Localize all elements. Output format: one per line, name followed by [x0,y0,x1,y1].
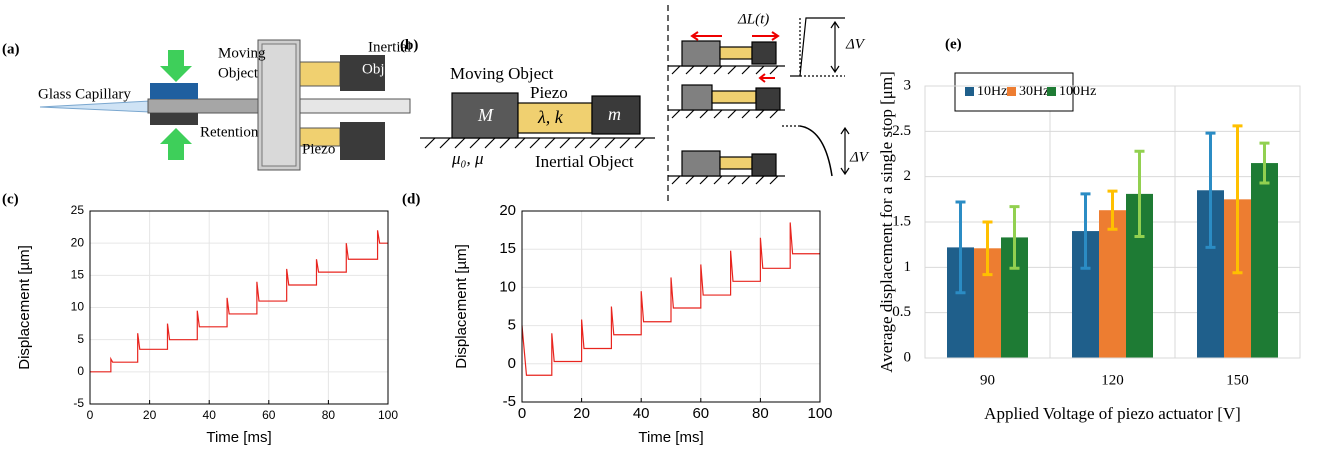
label: Glass Capillary [38,86,131,102]
y-tick-label: 1 [904,259,912,275]
legend-label: 100Hz [1059,84,1096,99]
label: ΔV [849,149,870,165]
legend-swatch [1047,87,1056,96]
label: Object [218,65,259,81]
x-tick-label: 80 [322,408,336,422]
error-bar [1205,131,1216,249]
diagram-a: Glass Capillary Moving Object Inertial O… [38,39,411,171]
panel-label: (e) [945,36,962,52]
panel-label: (a) [2,41,20,57]
legend-swatch [1007,87,1016,96]
x-axis-label: Time [ms] [206,429,271,446]
y-tick-label: 10 [499,278,516,295]
label: ΔL(t) [737,11,769,27]
legend-label: 30Hz [1019,84,1049,99]
y-tick-label: 0 [508,355,516,372]
label: μ₀, μ [451,149,483,168]
error-bar [982,220,993,277]
y-tick-label: 3 [904,77,912,93]
x-tick-label: 100 [378,408,398,422]
y-tick-label: 0 [904,349,912,365]
x-tick-label: 120 [1101,372,1124,388]
y-tick-label: 2 [904,168,912,184]
x-tick-label: 100 [807,405,832,422]
label: Object [362,61,403,77]
panel-label: (b) [400,37,418,53]
error-bar [1009,205,1020,270]
label: Retention [200,124,259,140]
y-tick-label: 25 [71,203,85,217]
x-tick-label: 90 [980,372,995,388]
error-bar [1232,124,1243,275]
x-tick-label: 80 [752,405,769,422]
y-tick-label: 0.5 [892,304,911,320]
data-line [521,222,820,376]
bar [1099,210,1126,358]
label: m [608,104,621,124]
y-axis-label: Average displacement for a single stop [… [877,71,896,372]
error-bar [1134,149,1145,239]
x-tick-label: 150 [1226,372,1249,388]
y-tick-label: 10 [71,300,85,314]
x-tick-label: 60 [692,405,709,422]
panel-label: (c) [2,191,19,207]
y-axis-label: Displacement [µm] [16,245,33,370]
bar [1251,163,1278,358]
diagram-b: Moving Object Piezo M λ, k m μ₀, μ Inert… [420,5,870,205]
data-line [90,230,388,373]
x-axis-label: Applied Voltage of piezo actuator [V] [984,404,1241,423]
x-tick-label: 20 [143,408,157,422]
plot-frame [521,210,821,403]
x-tick-label: 0 [518,405,526,422]
y-tick-label: 1.5 [892,213,911,229]
label: Inertial [368,39,411,55]
legend-swatch [965,87,974,96]
plot-frame [89,210,389,405]
y-tick-label: 2.5 [892,123,911,139]
y-tick-label: -5 [73,396,84,410]
error-bar [955,200,966,295]
label: ΔV [845,36,866,52]
panel-label: (d) [402,191,420,207]
x-axis-label: Time [ms] [638,429,703,446]
label: λ, k [537,107,564,127]
y-axis-label: Displacement [µm] [453,244,470,369]
label: Moving [218,45,266,61]
error-bar [1259,141,1270,185]
error-bar [1107,189,1118,231]
y-tick-label: 15 [71,268,85,282]
y-tick-label: 0 [77,364,84,378]
label: Piezo [530,83,568,102]
y-tick-label: 5 [77,332,84,346]
y-tick-label: 20 [71,235,85,249]
x-tick-label: 40 [633,405,650,422]
x-tick-label: 40 [203,408,217,422]
y-tick-label: 5 [508,317,516,334]
label: M [477,105,494,125]
plot-frame [924,85,1301,359]
y-tick-label: 20 [499,202,516,219]
label: Piezo [302,141,335,157]
error-bar [1080,192,1091,270]
x-tick-label: 60 [262,408,276,422]
label: Inertial Object [535,152,634,171]
label: Moving Object [450,64,554,83]
y-tick-label: 15 [499,240,516,257]
legend-label: 10Hz [977,84,1007,99]
x-tick-label: 20 [573,405,590,422]
x-tick-label: 0 [87,408,94,422]
y-tick-label: -5 [503,393,516,410]
